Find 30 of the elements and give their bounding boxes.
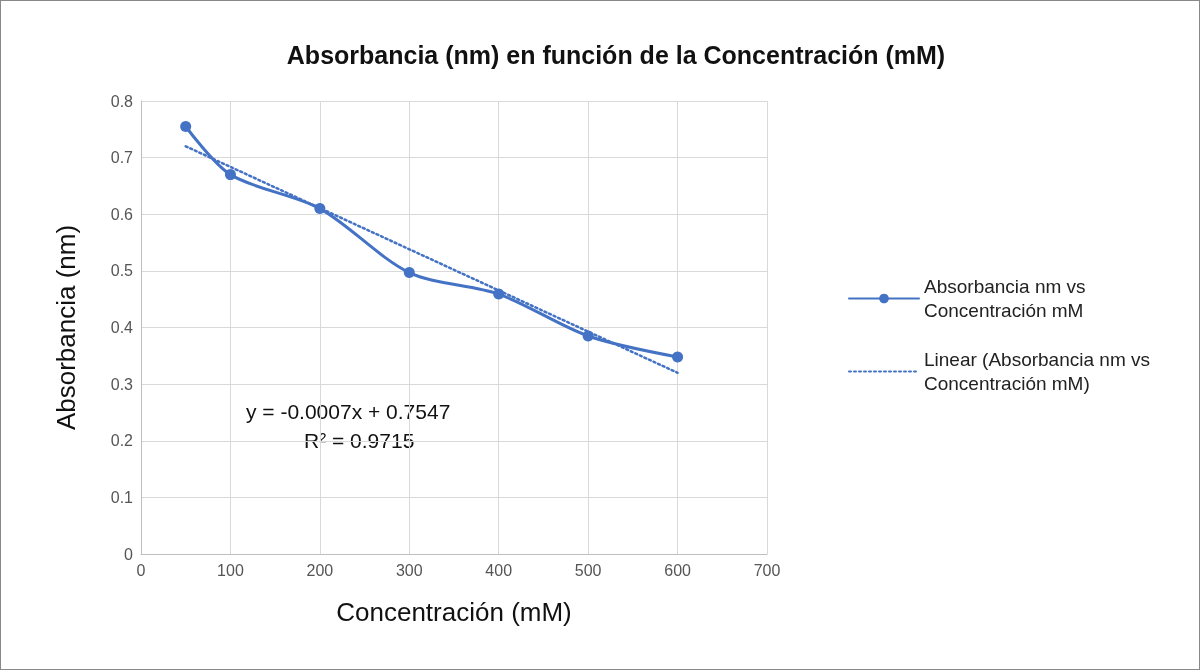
y-tick-label: 0.1 (110, 488, 134, 506)
point (672, 351, 684, 363)
x-tick-label: 0 (136, 561, 146, 579)
x-tick-label: 200 (306, 561, 334, 579)
point (224, 169, 236, 181)
y-tick-label: 0.7 (110, 149, 134, 167)
x-tick-label: 300 (395, 561, 423, 579)
y-tick-label: 0.2 (110, 432, 134, 450)
y-tick-label: 0.5 (110, 262, 134, 280)
y-tick-label: 0 (124, 545, 134, 563)
point (582, 330, 594, 342)
point (180, 120, 192, 132)
x-tick-label: 700 (753, 561, 781, 579)
point (403, 267, 415, 279)
y-tick-label: 0.8 (110, 92, 134, 110)
chart-title: Absorbancia (nm) en función de la Concentración (mM) (286, 40, 946, 69)
x-tick-label: 100 (217, 561, 244, 579)
x-tick-label: 500 (574, 561, 602, 579)
x-tick-label: 400 (485, 561, 513, 579)
legend-label: Absorbancia nm vs Concentración mM (924, 276, 1091, 321)
annotation: y = -0.0007x + 0.7547 (246, 400, 451, 423)
x-axis-title: Concentración (mM) (336, 597, 572, 627)
x-tick-label: 600 (664, 561, 692, 579)
point (314, 203, 326, 215)
y-tick-label: 0.3 (110, 375, 134, 393)
point (493, 288, 505, 300)
legend-label: Linear (Absorbancia nm vs Concentración mM) (924, 349, 1156, 394)
y-tick-label: 0.4 (110, 319, 134, 336)
y-tick-label: 0.6 (110, 205, 134, 223)
y-axis-title: Absorbancia (nm) (51, 224, 81, 431)
